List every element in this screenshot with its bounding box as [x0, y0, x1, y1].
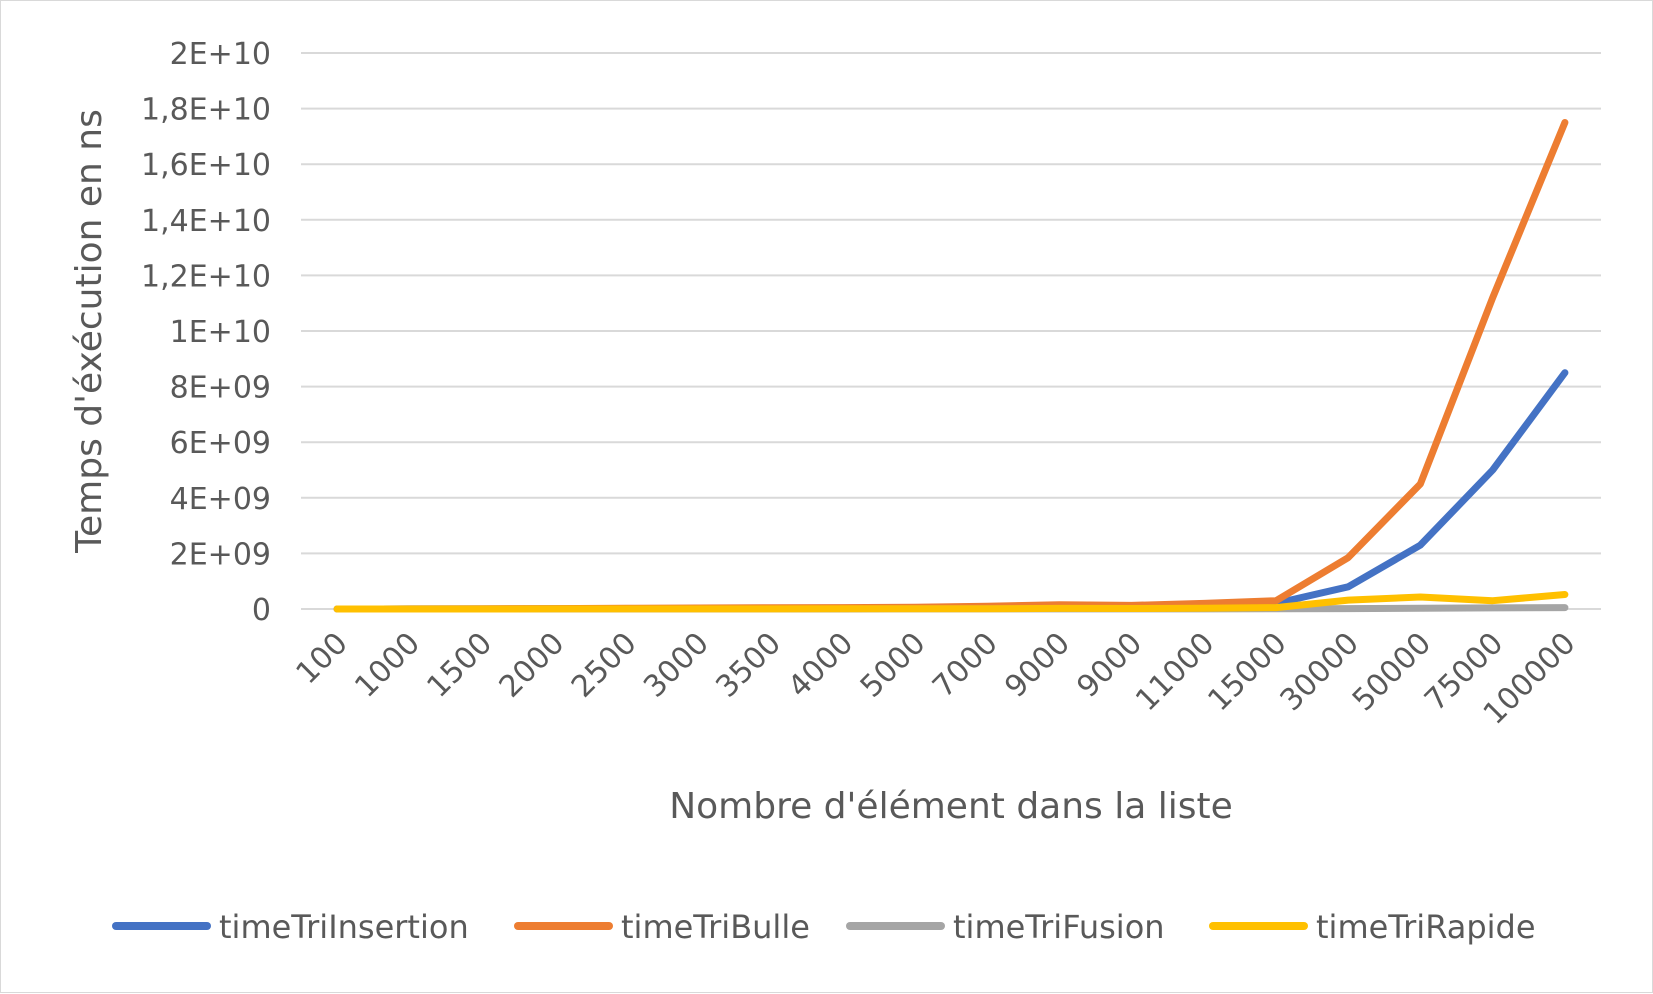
series-line-timeTriRapide — [333, 591, 1569, 613]
legend: timeTriInsertion timeTriBulle timeTriFusio… — [112, 908, 1536, 946]
legend-label: timeTriFusion — [953, 908, 1165, 946]
y-tick-label: 1,4E+10 — [141, 204, 271, 239]
series-lines — [333, 119, 1569, 613]
x-tick-label: 5000 — [854, 626, 933, 705]
x-axis-ticks: 1001000150020002500300035004000500070009… — [290, 626, 1583, 732]
y-tick-label: 1E+10 — [170, 315, 271, 350]
x-tick-label: 1000 — [348, 626, 427, 705]
x-tick-label: 1500 — [420, 626, 499, 705]
x-tick-label: 3000 — [637, 626, 716, 705]
x-tick-label: 100 — [290, 626, 355, 691]
y-tick-label: 0 — [252, 593, 271, 628]
x-tick-label: 30000 — [1274, 626, 1366, 718]
y-axis-ticks: 0 2E+09 4E+09 6E+09 8E+09 1E+10 1,2E+10 1,4E+10… — [141, 37, 271, 628]
x-tick-label: 15000 — [1201, 626, 1293, 718]
x-tick-label: 2000 — [493, 626, 572, 705]
y-tick-label: 6E+09 — [170, 426, 271, 461]
legend-label: timeTriInsertion — [219, 908, 469, 946]
x-tick-label: 9000 — [998, 626, 1077, 705]
y-axis-title: Temps d'éxécution en ns — [69, 109, 110, 554]
legend-label: timeTriBulle — [621, 908, 810, 946]
y-tick-label: 1,8E+10 — [141, 93, 271, 128]
x-tick-label: 4000 — [782, 626, 861, 705]
x-axis-title: Nombre d'élément dans la liste — [669, 786, 1233, 827]
y-tick-label: 4E+09 — [170, 482, 271, 517]
x-tick-label: 3500 — [709, 626, 788, 705]
y-tick-label: 2E+10 — [170, 37, 271, 72]
x-tick-label: 7000 — [926, 626, 1005, 705]
y-tick-label: 1,2E+10 — [141, 259, 271, 294]
series-line-timeTriBulle — [333, 119, 1569, 613]
y-tick-label: 1,6E+10 — [141, 148, 271, 183]
legend-label: timeTriRapide — [1316, 908, 1536, 946]
y-tick-label: 2E+09 — [170, 537, 271, 572]
x-tick-label: 2500 — [565, 626, 644, 705]
x-tick-label: 50000 — [1346, 626, 1438, 718]
y-tick-label: 8E+09 — [170, 371, 271, 406]
x-tick-label: 11000 — [1129, 626, 1221, 718]
gridlines — [301, 52, 1601, 555]
series-line-timeTriInsertion — [333, 369, 1569, 613]
